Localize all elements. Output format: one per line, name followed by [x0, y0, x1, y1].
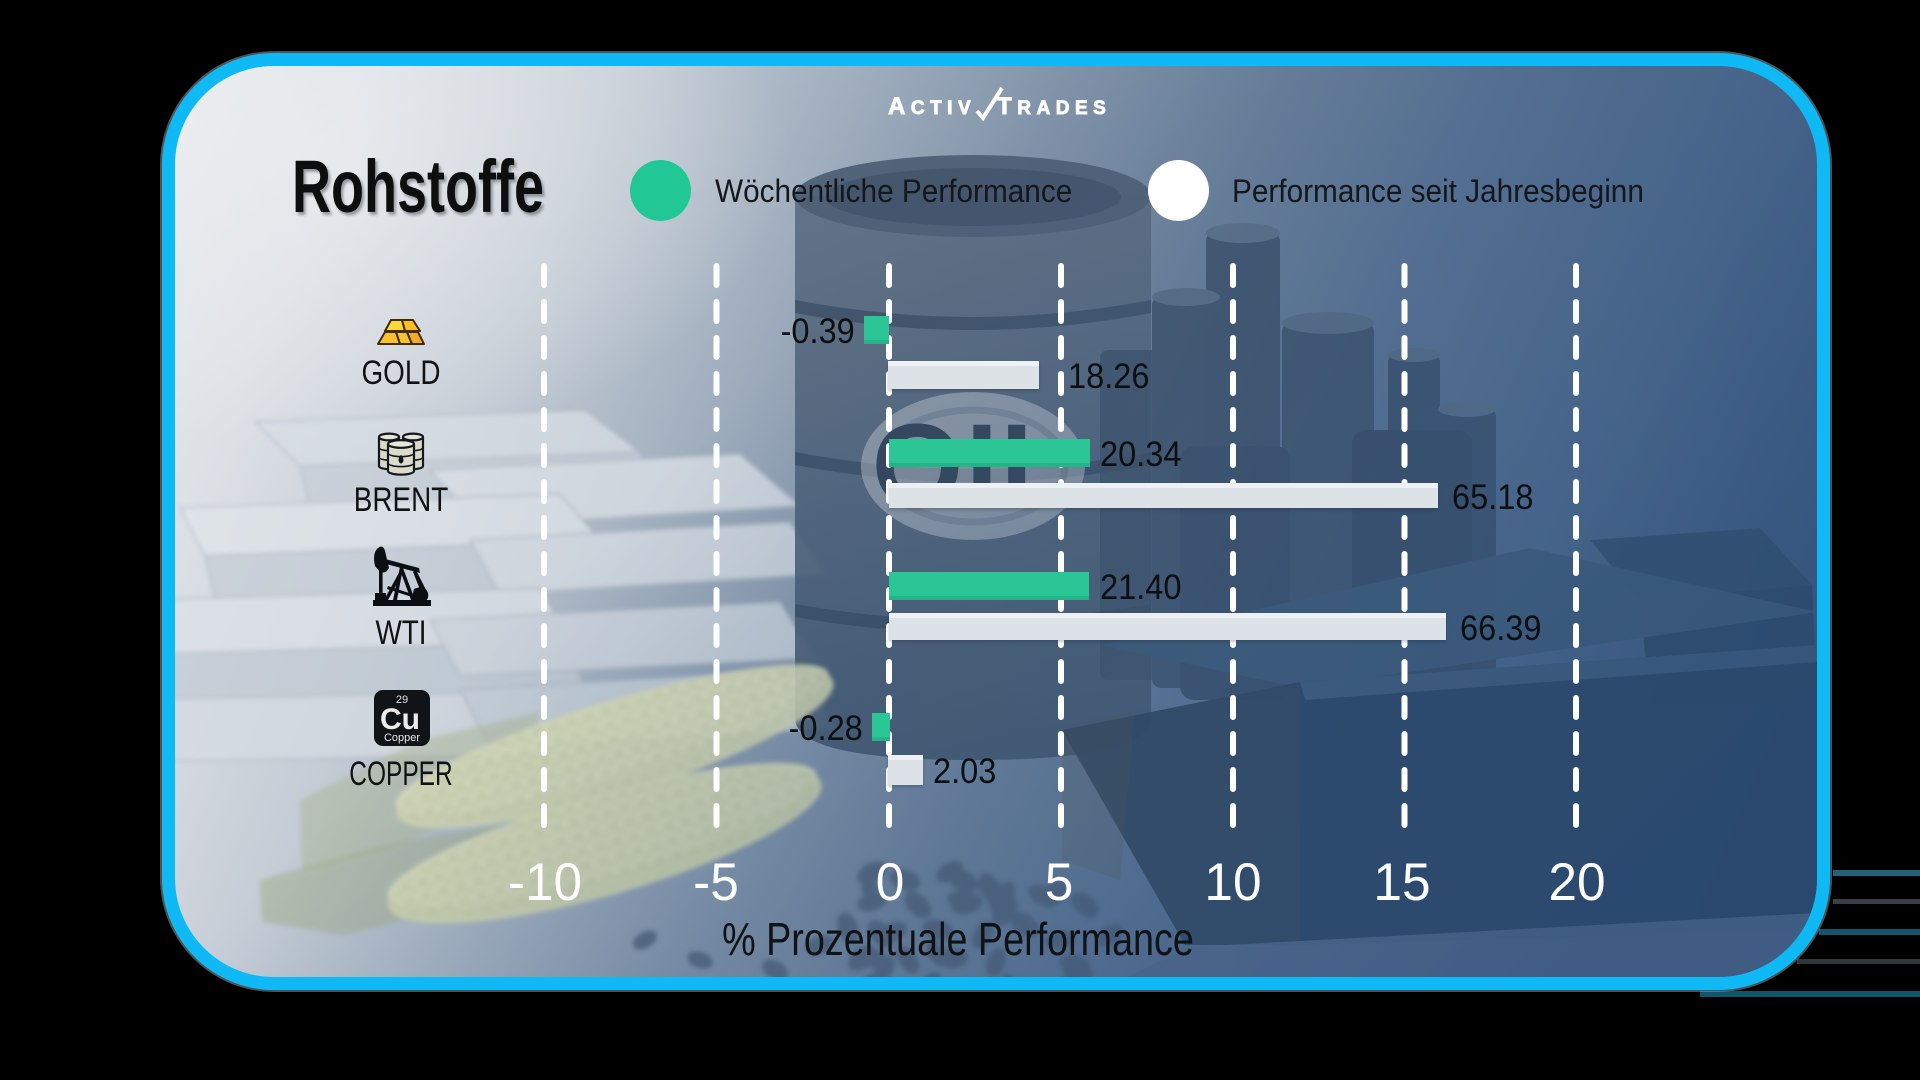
svg-text:Copper: Copper	[384, 732, 420, 744]
svg-text:29: 29	[396, 694, 408, 706]
svg-text:Cu: Cu	[380, 703, 420, 736]
